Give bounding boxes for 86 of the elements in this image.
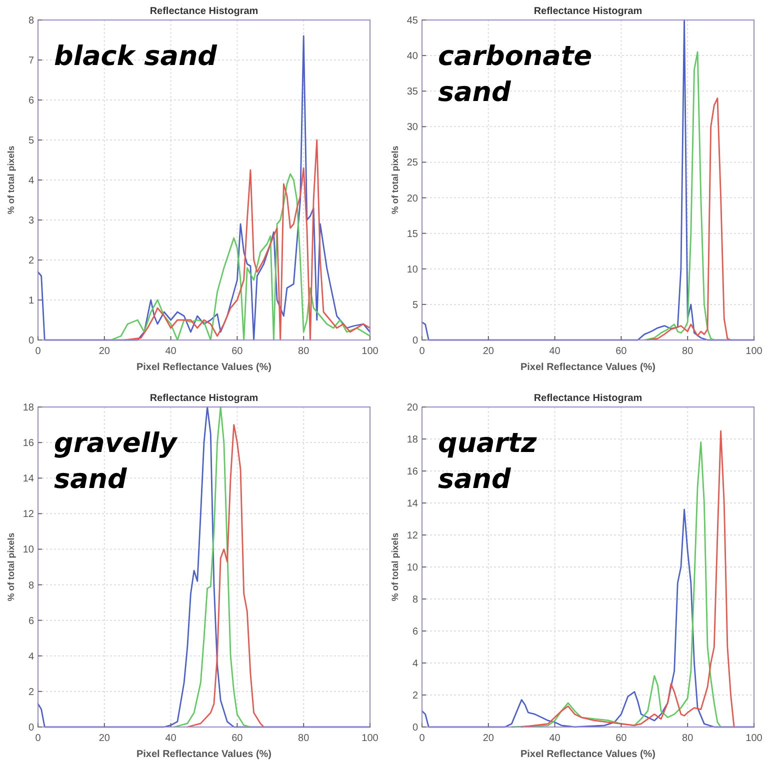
x-tick-label: 0 — [419, 346, 426, 357]
y-tick-label: 16 — [22, 438, 34, 450]
y-tick-label: 30 — [406, 122, 418, 134]
y-tick-label: 6 — [412, 626, 418, 638]
x-tick-label: 40 — [549, 346, 561, 357]
x-axis-title: Pixel Reflectance Values (%) — [136, 362, 272, 373]
x-tick-label: 0 — [419, 733, 426, 744]
y-tick-label: 20 — [406, 193, 418, 204]
y-tick-label: 10 — [22, 544, 34, 556]
y-tick-label: 8 — [412, 594, 418, 606]
y-tick-label: 5 — [28, 136, 34, 146]
x-tick-label: 40 — [165, 733, 177, 744]
x-tick-label: 0 — [35, 733, 42, 744]
x-tick-label: 100 — [746, 733, 763, 744]
x-tick-label: 100 — [362, 346, 379, 357]
x-tick-label: 20 — [98, 346, 110, 357]
x-axis-title: Pixel Reflectance Values (%) — [136, 749, 272, 760]
x-tick-label: 40 — [549, 733, 561, 744]
y-tick-label: 2 — [28, 256, 34, 266]
annotation: quartz sand — [438, 428, 537, 495]
x-tick-label: 100 — [746, 346, 763, 357]
y-axis-title: % of total pixels — [390, 146, 400, 214]
y-tick-label: 40 — [406, 51, 418, 62]
x-tick-label: 80 — [682, 733, 694, 744]
x-tick-label: 60 — [232, 733, 244, 744]
y-tick-label: 0 — [28, 722, 34, 734]
y-tick-label: 0 — [28, 336, 34, 346]
x-tick-label: 80 — [298, 733, 310, 744]
y-tick-label: 14 — [406, 498, 418, 510]
y-tick-label: 8 — [28, 580, 34, 592]
line-series — [37, 35, 371, 341]
y-tick-label: 20 — [406, 402, 418, 414]
x-axis-title: Pixel Reflectance Values (%) — [520, 749, 656, 760]
y-tick-label: 45 — [406, 16, 418, 26]
y-tick-label: 0 — [412, 722, 418, 734]
annotation: black sand — [54, 41, 218, 72]
y-tick-label: 4 — [28, 176, 34, 186]
y-tick-label: 14 — [22, 474, 34, 485]
y-tick-label: 1 — [28, 296, 34, 306]
line-series — [124, 139, 371, 341]
y-tick-label: 12 — [22, 509, 34, 520]
x-tick-label: 60 — [232, 346, 244, 357]
y-tick-label: 10 — [406, 264, 418, 276]
x-tick-label: 100 — [362, 733, 379, 744]
x-tick-label: 20 — [482, 733, 494, 744]
y-tick-label: 16 — [406, 466, 418, 478]
y-tick-label: 6 — [28, 96, 34, 106]
y-tick-label: 7 — [28, 56, 34, 66]
chart-title: Reflectance Histogram — [534, 6, 642, 17]
x-tick-label: 60 — [616, 733, 628, 744]
line-series — [644, 51, 715, 341]
y-tick-label: 10 — [406, 562, 418, 574]
line-series — [186, 424, 264, 728]
annotation: carbonate sand — [438, 41, 592, 108]
y-tick-label: 18 — [406, 434, 418, 446]
y-tick-label: 0 — [412, 336, 418, 346]
line-series — [110, 173, 371, 341]
x-tick-label: 60 — [616, 346, 628, 357]
line-series — [647, 98, 732, 341]
y-tick-label: 15 — [406, 228, 418, 240]
annotation: gravelly sand — [54, 428, 178, 495]
y-tick-label: 4 — [28, 651, 34, 662]
y-tick-label: 18 — [22, 402, 34, 414]
y-tick-label: 6 — [28, 616, 34, 627]
x-tick-label: 80 — [298, 346, 310, 357]
y-tick-label: 12 — [406, 530, 418, 542]
chart-title: Reflectance Histogram — [534, 393, 642, 404]
x-tick-label: 80 — [682, 346, 694, 357]
y-tick-label: 2 — [28, 686, 34, 698]
x-tick-label: 0 — [35, 346, 42, 357]
y-tick-label: 4 — [412, 658, 418, 670]
chart-title: Reflectance Histogram — [150, 393, 258, 404]
y-tick-label: 2 — [412, 690, 418, 702]
x-tick-label: 40 — [165, 346, 177, 357]
y-tick-label: 8 — [28, 16, 34, 26]
y-tick-label: 25 — [406, 158, 418, 169]
y-axis-title: % of total pixels — [390, 532, 400, 602]
chart-title: Reflectance Histogram — [150, 6, 258, 17]
y-axis-title: % of total pixels — [6, 146, 16, 214]
x-axis-title: Pixel Reflectance Values (%) — [520, 362, 656, 373]
y-tick-label: 3 — [28, 216, 34, 226]
x-tick-label: 20 — [98, 733, 110, 744]
y-axis-title: % of total pixels — [6, 532, 16, 602]
x-tick-label: 20 — [482, 346, 494, 357]
y-tick-label: 35 — [406, 86, 418, 98]
y-tick-label: 5 — [412, 300, 418, 311]
